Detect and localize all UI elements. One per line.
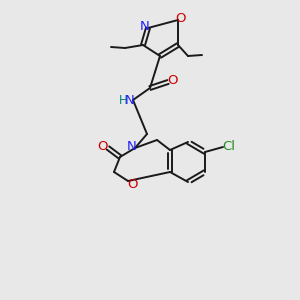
Text: O: O (168, 74, 178, 86)
Text: N: N (125, 94, 135, 107)
Text: O: O (97, 140, 107, 152)
Text: Cl: Cl (223, 140, 236, 152)
Text: N: N (140, 20, 150, 32)
Text: N: N (127, 140, 137, 154)
Text: H: H (118, 94, 127, 107)
Text: O: O (127, 178, 137, 190)
Text: O: O (176, 13, 186, 26)
